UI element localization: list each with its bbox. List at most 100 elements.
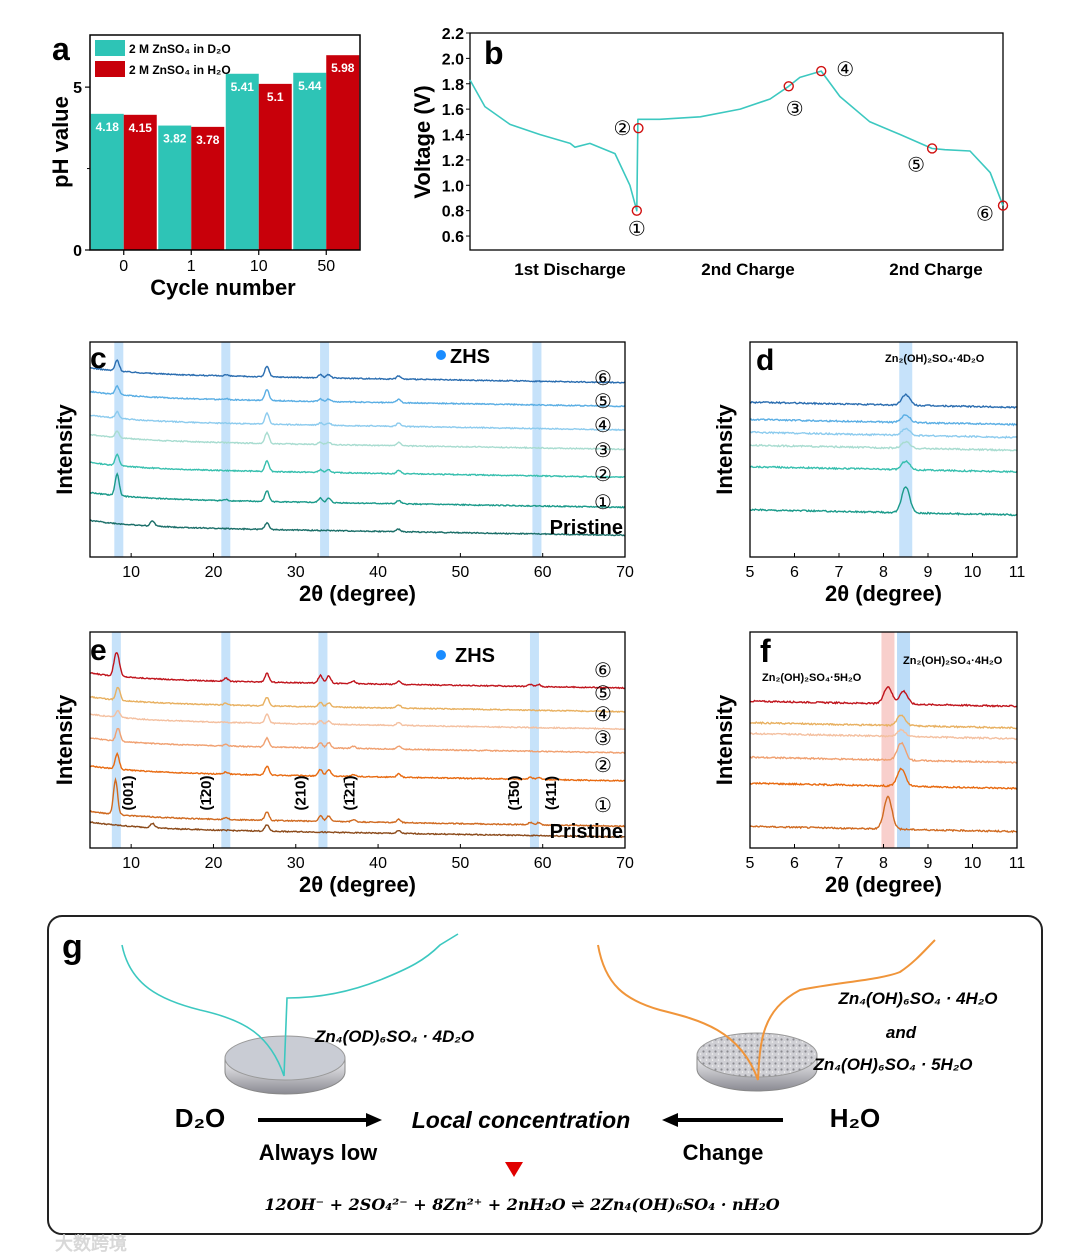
y-tick-label: 0.8 xyxy=(442,204,464,221)
marker-label: ① xyxy=(628,219,646,241)
bar-d2o xyxy=(158,125,192,250)
pristine-label: Pristine xyxy=(550,517,623,539)
bar-d2o xyxy=(293,72,327,251)
x-tick-label: 0 xyxy=(119,258,128,275)
x-tick-label: 30 xyxy=(287,564,305,581)
x-tick-label: 60 xyxy=(534,564,552,581)
zhs-legend-dot xyxy=(436,350,446,360)
xrd-curve xyxy=(749,741,1018,764)
plot-frame xyxy=(89,341,626,558)
y-tick-label: 2.2 xyxy=(442,26,464,43)
y-tick-label: 1.8 xyxy=(442,77,464,94)
legend-swatch xyxy=(95,61,125,77)
bar-value-label: 3.82 xyxy=(163,132,187,146)
x-tick-label: 8 xyxy=(879,564,888,581)
xrd-curve xyxy=(89,384,626,408)
highlight-band xyxy=(320,342,330,557)
x-tick-label: 70 xyxy=(616,855,634,872)
y-tick-label: 1.4 xyxy=(442,128,464,145)
highlight-band xyxy=(111,632,121,848)
xrd-curve xyxy=(89,410,626,432)
xrd-curve xyxy=(89,821,626,839)
cycle-label: ① xyxy=(594,795,612,817)
cycle-label: ② xyxy=(594,755,612,777)
h2o-electrode-disc xyxy=(696,1032,818,1092)
phase-annotation-5h2o: Zn₂(OH)₂SO₄·5H₂O xyxy=(762,672,862,684)
bar-value-label: 5.41 xyxy=(231,80,255,94)
xrd-curve xyxy=(89,751,626,782)
xrd-curve xyxy=(749,427,1018,440)
change-label: Change xyxy=(683,1140,764,1165)
x-tick-label: 10 xyxy=(122,855,140,872)
watermark-logo: 大数跨境 xyxy=(55,1233,127,1254)
cycle-label: ③ xyxy=(594,728,612,750)
y-tick-label: 1.0 xyxy=(442,178,464,195)
xrd-curve xyxy=(89,519,626,537)
cycle-label: ⑥ xyxy=(594,660,612,682)
y-tick-label: 1.2 xyxy=(442,153,464,170)
marker-label: ③ xyxy=(786,98,804,120)
plot-frame xyxy=(89,34,361,251)
highlight-band xyxy=(221,632,231,848)
legend-label: 2 M ZnSO₄ in D₂O xyxy=(129,42,231,56)
x-axis-label: 2θ (degree) xyxy=(825,581,942,606)
plot-frame xyxy=(89,631,626,849)
cycle-label: ④ xyxy=(594,415,612,437)
highlight-band xyxy=(529,632,539,848)
and-label: and xyxy=(886,1023,917,1042)
x-tick-label: 5 xyxy=(746,855,755,872)
panel-label: f xyxy=(760,633,771,669)
x-tick-label: 2nd Charge xyxy=(889,260,983,279)
cycle-label: ② xyxy=(594,464,612,486)
legend-label: 2 M ZnSO₄ in H₂O xyxy=(129,63,231,77)
x-tick-label: 9 xyxy=(924,855,933,872)
bar-value-label: 5.44 xyxy=(298,79,322,93)
phase-annotation: Zn₂(OH)₂SO₄·4D₂O xyxy=(885,353,985,365)
legend-swatch xyxy=(95,40,125,56)
xrd-curve xyxy=(749,686,1018,708)
panel-c: ⑥⑤④ ③② ① Pristine 10 20 30 40 50 60 70 2θ (degree) I… xyxy=(52,341,634,606)
panel-label: g xyxy=(62,928,83,966)
orange-voltage-curve-icon xyxy=(597,939,936,1081)
x-tick-label: 20 xyxy=(205,564,223,581)
bar-value-label: 4.18 xyxy=(96,120,120,134)
bar-h2o xyxy=(123,114,157,250)
bar-d2o xyxy=(225,73,259,250)
x-tick-label: 70 xyxy=(616,564,634,581)
pristine-label: Pristine xyxy=(550,821,623,843)
x-tick-label: 6 xyxy=(790,564,799,581)
x-tick-label: 2nd Charge xyxy=(701,260,795,279)
x-tick-label: 11 xyxy=(1009,855,1026,872)
panel-label: d xyxy=(756,344,774,377)
xrd-curve xyxy=(749,767,1018,791)
xrd-curve xyxy=(749,440,1018,452)
x-axis-label: 2θ (degree) xyxy=(299,872,416,897)
y-axis-label: pH value xyxy=(48,96,73,188)
marker-label: ⑥ xyxy=(976,204,994,226)
y-tick-label: 5 xyxy=(73,80,82,97)
highlight-band xyxy=(899,342,913,557)
x-tick-label: 40 xyxy=(369,855,387,872)
voltage-curve xyxy=(469,70,1004,212)
x-tick-label: 8 xyxy=(879,855,888,872)
xrd-curve xyxy=(749,459,1018,474)
panel-b: 0.6 0.8 1.0 1.2 1.4 1.6 1.8 2.0 2.2 Voltage (V) 1s… xyxy=(410,26,1009,279)
x-tick-label: 30 xyxy=(287,855,305,872)
y-axis-label: Intensity xyxy=(52,694,77,785)
x-tick-label: 11 xyxy=(1009,564,1026,581)
xrd-curve xyxy=(749,728,1018,741)
x-axis-label: 2θ (degree) xyxy=(299,581,416,606)
bar-value-label: 5.98 xyxy=(331,61,355,75)
bar-h2o xyxy=(258,83,292,250)
cycle-label: ⑤ xyxy=(594,391,612,413)
x-tick-label: 10 xyxy=(964,564,982,581)
xrd-curve xyxy=(89,709,626,731)
marker-circle xyxy=(633,122,644,134)
plot-frame xyxy=(469,32,1004,251)
always-low-label: Always low xyxy=(259,1140,378,1165)
panel-label: e xyxy=(90,634,107,667)
reaction-equation: 12OH⁻ + 2SO₄²⁻ + 8Zn²⁺ + 2nH₂O ⇌ 2Zn₄(OH… xyxy=(264,1195,779,1214)
phase-annotation-4h2o: Zn₂(OH)₂SO₄·4H₂O xyxy=(903,655,1003,667)
